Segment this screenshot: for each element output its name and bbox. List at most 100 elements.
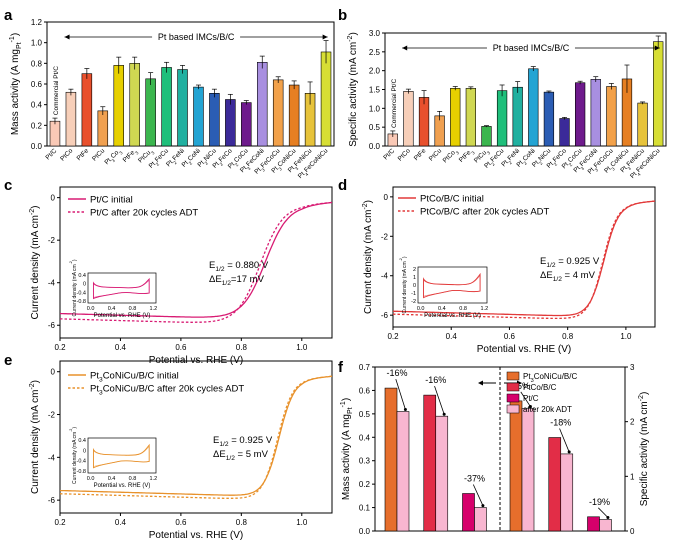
bar — [257, 61, 268, 147]
bar — [512, 86, 523, 147]
bar — [637, 102, 648, 147]
svg-text:b: b — [338, 7, 347, 24]
inset-x-axis-title: Potential vs. RHE (V) — [94, 483, 151, 489]
x-tick-label: 1.0 — [296, 343, 308, 352]
inset-x-tick-label: 1.2 — [150, 306, 158, 312]
legend-label-after: Pt/C after 20k cycles ADT — [90, 208, 198, 219]
y-tick-label: -6 — [48, 496, 56, 505]
left-axis-arrowhead — [478, 380, 483, 386]
panel-a-label: a — [4, 7, 13, 24]
curve-after-adt — [59, 375, 333, 499]
y-right-axis-title: Specific activity (mA cm-2) — [638, 392, 650, 507]
mass-change-arrow — [434, 385, 445, 415]
y-axis-title: Mass activity (A mgPt-1) — [9, 33, 23, 135]
y-tick-label: 0.5 — [359, 410, 371, 419]
inset-x-tick-label: 0.4 — [108, 476, 116, 482]
inset-y-tick-label: -0.4 — [77, 290, 86, 296]
legend-label-initial: PtCo/B/C initial — [420, 194, 484, 205]
specific-change-arrowhead — [606, 516, 610, 520]
inset-y-tick-label: 0 — [83, 282, 86, 288]
panel-b-chart: 0.0 0.5 1.0 1.5 2.0 2.5 3.0 Specific activity (… — [347, 29, 667, 180]
inset-x-tick-label: 1.2 — [481, 306, 489, 312]
y-axis-title: Current density (mA cm-2) — [29, 380, 41, 494]
bar — [465, 88, 477, 147]
x-axis-title: Potential vs. RHE (V) — [477, 344, 571, 355]
y-tick-label: -6 — [48, 321, 56, 330]
curve-after-adt — [60, 201, 333, 323]
y-tick-label: 1.0 — [31, 39, 43, 48]
inset-x-tick-label: 0.0 — [87, 306, 95, 312]
bar — [559, 118, 570, 147]
legend-label: PtCo/B/C — [523, 383, 557, 392]
bar — [145, 78, 156, 147]
mass-bar-initial — [462, 493, 475, 532]
bar — [225, 99, 236, 147]
y-axis-title: Mass activity (A mgPt-1) — [340, 398, 354, 500]
y-tick-label: 0 — [51, 194, 56, 203]
bar — [418, 97, 430, 147]
y-tick-label: 0.0 — [359, 527, 371, 536]
y-tick-label: 0 — [384, 193, 389, 202]
x-tick-label: 0.8 — [236, 518, 248, 527]
bar — [543, 91, 555, 147]
category-label: Pt/C — [44, 147, 58, 161]
bar — [209, 93, 220, 147]
bar — [193, 86, 204, 147]
inset-y-tick-label: -1 — [411, 291, 416, 297]
plot-frame — [59, 186, 333, 339]
panel-f-chart: 0.0 0.1 0.2 0.3 0.4 0.5 0.6 0.7 0 1 2 3 Mass activit… — [340, 363, 650, 536]
y-tick-label: -2 — [381, 232, 389, 241]
inset-y-tick-label: 0 — [83, 448, 86, 454]
specific-change-label: -18% — [550, 418, 571, 428]
y-axis-title: Current density (mA cm-2) — [29, 205, 41, 319]
mass-change-label: -37% — [464, 474, 485, 484]
bar — [590, 79, 601, 147]
y-tick-label: 0.1 — [359, 504, 371, 513]
inset-cv-after — [93, 279, 150, 298]
panel-d-chart: 0.2 0.4 0.6 0.8 1.0 -6 -4 -2 0 Potential vs. RHE … — [362, 186, 656, 355]
x-tick-label: 0.4 — [115, 343, 127, 352]
legend-label: Pt/C — [523, 394, 539, 403]
panel-c-chart: 0.2 0.4 0.6 0.8 1.0 -6 -4 -2 0 Potential vs. RHE … — [29, 186, 333, 366]
y-tick-label: 0.3 — [359, 457, 371, 466]
inset-x-tick-label: 1.2 — [150, 476, 158, 482]
mass-bar-after — [396, 411, 410, 532]
annotation-arrowhead-right — [654, 45, 660, 51]
inset-y-tick-label: 2 — [413, 267, 416, 273]
y-tick-label: 1.0 — [369, 104, 381, 113]
y-tick-label: 2.5 — [369, 48, 381, 57]
x-tick-label: 0.4 — [115, 518, 127, 527]
bar — [481, 126, 492, 147]
inset-y-tick-label: 0.4 — [78, 438, 86, 444]
bar — [450, 88, 461, 147]
inset-y-axis-title: Current density (mA cm-2) — [69, 259, 78, 316]
panel-f-label: f — [338, 359, 344, 376]
bar — [177, 69, 188, 147]
legend-swatch — [506, 393, 520, 403]
e-half-label: E1/2 = 0.925 V — [540, 256, 600, 269]
specific-change-arrow — [598, 507, 609, 518]
x-tick-label: 0.2 — [54, 518, 66, 527]
inset-x-tick-label: 0.8 — [129, 476, 137, 482]
annotation-bg — [152, 30, 241, 42]
annotation-arrowhead-right — [322, 34, 328, 40]
mass-bar-after — [474, 507, 487, 532]
mass-change-arrowhead — [403, 408, 407, 412]
bar — [129, 63, 140, 147]
specific-bar-initial — [509, 400, 523, 532]
y-tick-label: 0.0 — [369, 142, 381, 151]
inset-cv-after — [423, 274, 481, 297]
y-tick-label: 1.5 — [369, 86, 381, 95]
annotation-arrowhead-left — [402, 45, 408, 51]
bar — [113, 65, 124, 147]
panel-d-label: d — [338, 177, 347, 194]
category-label: PtCo3 — [442, 147, 461, 166]
category-label: Pt3Co3 — [103, 147, 124, 168]
y-right-tick-label: 1 — [630, 472, 635, 481]
mass-bar-after — [435, 415, 449, 532]
specific-bar-after — [599, 519, 612, 532]
specific-change-arrow — [520, 391, 531, 407]
y-tick-label: -4 — [381, 272, 389, 281]
legend-label: Pt3CoNiCu/B/C — [523, 372, 577, 384]
y-tick-label: 0.4 — [31, 101, 43, 110]
